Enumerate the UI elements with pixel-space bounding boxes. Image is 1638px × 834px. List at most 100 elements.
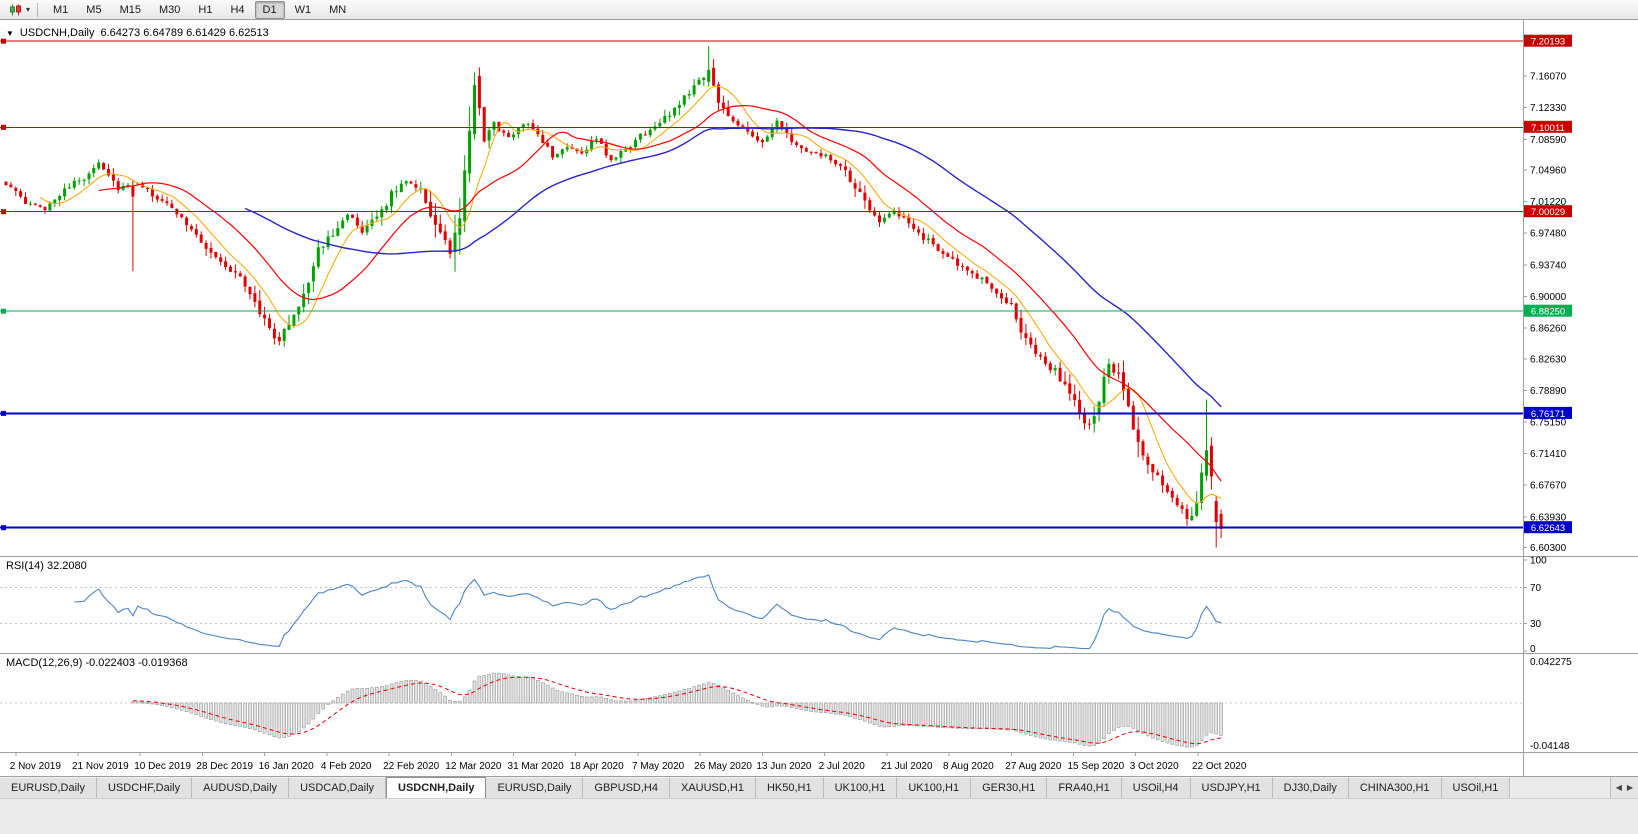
chart-tabs-bar: EURUSD,Daily USDCHF,Daily AUDUSD,Daily USDC… bbox=[0, 776, 1638, 798]
chart-tab-usdcnh-daily[interactable]: USDCNH,Daily bbox=[386, 777, 487, 798]
svg-text:26 May 2020: 26 May 2020 bbox=[694, 761, 752, 772]
tabs-scroll-left-icon[interactable]: ◀ bbox=[1615, 783, 1622, 792]
svg-text:7.08590: 7.08590 bbox=[1530, 135, 1567, 146]
macd-panel: 0.042275 -0.04148 bbox=[0, 657, 1572, 752]
timeframe-button-m1[interactable]: M1 bbox=[53, 3, 69, 16]
svg-text:7 May 2020: 7 May 2020 bbox=[632, 761, 685, 772]
toolbar-divider bbox=[37, 2, 39, 17]
chart-tab-usoil-h1[interactable]: USOil,H1 bbox=[1441, 777, 1511, 798]
ma-mid-line bbox=[98, 104, 1222, 482]
svg-text:7.20193: 7.20193 bbox=[1531, 37, 1565, 48]
chart-tab-hk50-h1[interactable]: HK50,H1 bbox=[755, 777, 824, 798]
svg-text:18 Apr 2020: 18 Apr 2020 bbox=[570, 761, 624, 772]
candlestick-chart-icon bbox=[10, 4, 21, 15]
chart-tab-usdchf-daily[interactable]: USDCHF,Daily bbox=[96, 777, 193, 798]
svg-text:-0.04148: -0.04148 bbox=[1530, 741, 1570, 752]
svg-text:21 Nov 2019: 21 Nov 2019 bbox=[72, 761, 129, 772]
svg-text:7.10011: 7.10011 bbox=[1531, 123, 1565, 134]
rsi-line bbox=[74, 574, 1222, 650]
candlestick-series bbox=[4, 46, 1223, 548]
level-handle bbox=[1, 38, 6, 44]
level-handle bbox=[1, 410, 6, 416]
svg-text:21 Jul 2020: 21 Jul 2020 bbox=[881, 761, 933, 772]
chart-tab-ger30-h1[interactable]: GER30,H1 bbox=[971, 777, 1048, 798]
svg-text:6.76171: 6.76171 bbox=[1531, 409, 1565, 420]
svg-text:10 Dec 2019: 10 Dec 2019 bbox=[134, 761, 191, 772]
svg-text:28 Dec 2019: 28 Dec 2019 bbox=[196, 761, 253, 772]
time-axis: 2 Nov 2019 21 Nov 2019 10 Dec 2019 28 Dec 2… bbox=[10, 752, 1247, 772]
level-handle bbox=[1, 308, 6, 314]
chart-tab-gbpusd-h4[interactable]: GBPUSD,H4 bbox=[583, 777, 670, 798]
tab-scroll-controls: ◀ ▶ bbox=[1609, 777, 1638, 798]
svg-text:0.042275: 0.042275 bbox=[1530, 657, 1572, 668]
chart-type-dropdown-caret: ▾ bbox=[26, 4, 31, 14]
chart-tab-uk100-h1[interactable]: UK100,H1 bbox=[823, 777, 898, 798]
svg-text:6.97480: 6.97480 bbox=[1530, 229, 1567, 240]
svg-text:70: 70 bbox=[1530, 583, 1542, 594]
svg-text:2 Nov 2019: 2 Nov 2019 bbox=[10, 761, 62, 772]
chart-tab-usdcad-daily[interactable]: USDCAD,Daily bbox=[289, 777, 387, 798]
timeframe-button-h4[interactable]: H4 bbox=[230, 3, 245, 16]
svg-text:31 Mar 2020: 31 Mar 2020 bbox=[508, 761, 565, 772]
chart-tabs: EURUSD,Daily USDCHF,Daily AUDUSD,Daily USDC… bbox=[0, 777, 1610, 798]
svg-text:27 Aug 2020: 27 Aug 2020 bbox=[1005, 761, 1062, 772]
chart-tab-uk100-h1[interactable]: UK100,H1 bbox=[897, 777, 972, 798]
svg-text:6.62643: 6.62643 bbox=[1531, 523, 1565, 534]
svg-text:0: 0 bbox=[1530, 644, 1536, 655]
horizontal-level-lines[interactable] bbox=[0, 38, 1523, 531]
macd-histogram bbox=[131, 672, 1223, 748]
timeframe-button-d1[interactable]: D1 bbox=[254, 0, 285, 19]
timeframe-button-mn[interactable]: MN bbox=[329, 3, 347, 16]
svg-text:100: 100 bbox=[1530, 556, 1547, 567]
svg-text:7.00029: 7.00029 bbox=[1531, 207, 1565, 218]
timeframe-buttons: M1 M5 M15 M30 H1 H4 D1 W1 MN bbox=[44, 0, 355, 19]
svg-text:6.60300: 6.60300 bbox=[1530, 543, 1567, 554]
timeframe-button-w1[interactable]: W1 bbox=[294, 3, 312, 16]
svg-text:6.78890: 6.78890 bbox=[1530, 386, 1567, 397]
svg-text:22 Oct 2020: 22 Oct 2020 bbox=[1192, 761, 1247, 772]
svg-text:7.01220: 7.01220 bbox=[1530, 197, 1567, 208]
rsi-panel: 100 70 30 0 bbox=[0, 556, 1547, 655]
chart-tab-dj30-daily[interactable]: DJ30,Daily bbox=[1272, 777, 1349, 798]
level-handle bbox=[1, 124, 6, 130]
svg-text:6.67670: 6.67670 bbox=[1530, 481, 1567, 492]
svg-text:15 Sep 2020: 15 Sep 2020 bbox=[1068, 761, 1125, 772]
svg-text:8 Aug 2020: 8 Aug 2020 bbox=[943, 761, 994, 772]
panel-separators bbox=[0, 20, 1638, 776]
svg-text:13 Jun 2020: 13 Jun 2020 bbox=[756, 761, 811, 772]
chart-tab-eurusd-daily[interactable]: EURUSD,Daily bbox=[486, 777, 584, 798]
timeframe-button-m15[interactable]: M15 bbox=[119, 3, 141, 16]
svg-text:6.90000: 6.90000 bbox=[1530, 292, 1567, 303]
tabs-scroll-right-icon[interactable]: ▶ bbox=[1626, 783, 1633, 792]
svg-text:30: 30 bbox=[1530, 619, 1542, 630]
svg-text:6.88250: 6.88250 bbox=[1531, 307, 1565, 318]
svg-text:6.75150: 6.75150 bbox=[1530, 418, 1567, 429]
price-axis: 7.16070 7.12330 7.08590 7.04960 7.01220 6.974… bbox=[1523, 34, 1572, 554]
timeframe-button-m30[interactable]: M30 bbox=[158, 3, 181, 16]
ma-fast-line bbox=[39, 85, 1222, 504]
chart-tab-usoil-h4[interactable]: USOil,H4 bbox=[1121, 777, 1191, 798]
svg-text:2 Jul 2020: 2 Jul 2020 bbox=[819, 761, 866, 772]
status-strip bbox=[0, 798, 1638, 834]
chart-tab-audusd-daily[interactable]: AUDUSD,Daily bbox=[192, 777, 290, 798]
timeframe-button-m5[interactable]: M5 bbox=[86, 3, 102, 16]
svg-text:12 Mar 2020: 12 Mar 2020 bbox=[445, 761, 502, 772]
chart-type-button[interactable]: ▾ bbox=[4, 3, 34, 17]
macd-signal-line bbox=[132, 676, 1222, 745]
level-handle bbox=[1, 209, 6, 215]
chart-window: 7.16070 7.12330 7.08590 7.04960 7.01220 6.974… bbox=[0, 20, 1638, 776]
svg-text:6.93740: 6.93740 bbox=[1530, 260, 1567, 271]
chart-tab-china300-h1[interactable]: CHINA300,H1 bbox=[1348, 777, 1442, 798]
timeframe-toolbar: ▾ M1 M5 M15 M30 H1 H4 D1 W1 MN bbox=[0, 0, 1638, 20]
svg-text:4 Feb 2020: 4 Feb 2020 bbox=[321, 761, 372, 772]
chart-canvas[interactable]: 7.16070 7.12330 7.08590 7.04960 7.01220 6.974… bbox=[0, 20, 1638, 776]
chart-tab-xauusd-h1[interactable]: XAUUSD,H1 bbox=[669, 777, 756, 798]
chart-tab-fra40-h1[interactable]: FRA40,H1 bbox=[1047, 777, 1122, 798]
svg-text:6.63930: 6.63930 bbox=[1530, 512, 1567, 523]
svg-text:22 Feb 2020: 22 Feb 2020 bbox=[383, 761, 440, 772]
svg-text:6.86260: 6.86260 bbox=[1530, 324, 1567, 335]
chart-tab-usdjpy-h1[interactable]: USDJPY,H1 bbox=[1190, 777, 1273, 798]
timeframe-button-h1[interactable]: H1 bbox=[198, 3, 213, 16]
ma-slow-line bbox=[244, 127, 1222, 408]
chart-tab-eurusd-daily[interactable]: EURUSD,Daily bbox=[0, 777, 97, 798]
